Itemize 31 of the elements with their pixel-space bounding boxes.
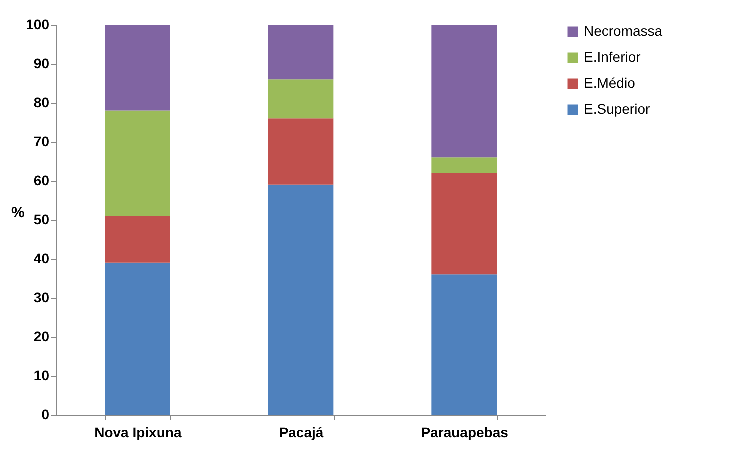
y-tick-label: 60 <box>34 172 50 188</box>
bar <box>105 110 170 216</box>
bar <box>432 274 497 415</box>
legend-label: E.Médio <box>584 75 636 91</box>
bar <box>432 25 497 158</box>
y-tick-label: 20 <box>34 328 50 344</box>
y-tick-label: 30 <box>34 290 50 306</box>
bar <box>105 25 170 111</box>
y-tick-label: 40 <box>34 250 50 266</box>
y-tick-label: 90 <box>34 56 50 72</box>
bar <box>268 25 334 80</box>
y-tick-label: 100 <box>26 16 50 32</box>
bar <box>105 216 170 263</box>
legend-label: Necromassa <box>584 23 663 39</box>
y-tick-label: 10 <box>34 368 50 384</box>
x-tick-label: Parauapebas <box>421 424 509 440</box>
bar <box>268 80 334 119</box>
bar <box>268 184 334 415</box>
x-tick-label: Pacajá <box>279 424 324 440</box>
y-tick-label: 50 <box>34 212 50 228</box>
y-tick-label: 70 <box>34 134 50 150</box>
bar <box>432 158 497 174</box>
y-axis-title: % <box>11 204 25 222</box>
y-tick-label: 80 <box>34 94 50 110</box>
x-tick-label: Nova Ipixuna <box>94 424 182 440</box>
bar <box>105 262 170 415</box>
legend-label: E.Superior <box>584 101 650 117</box>
y-tick-label: 0 <box>42 406 50 422</box>
bar <box>268 118 334 185</box>
legend-label: E.Inferior <box>584 49 642 65</box>
bar <box>432 173 497 275</box>
